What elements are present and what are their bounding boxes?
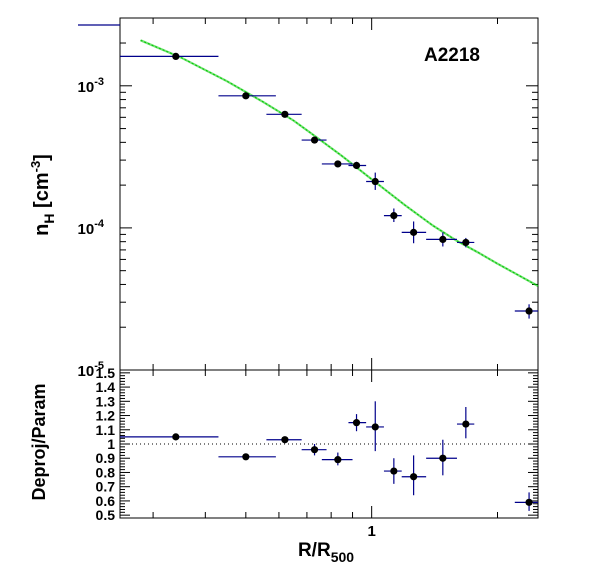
top-fit-layer [140,39,539,287]
top-data-point [426,232,457,247]
bottom-marker [525,498,533,506]
bottom-ytick-label: 0.6 [96,493,116,509]
svg-text:nH [cm-3]: nH [cm-3] [28,154,57,236]
bottom-data-point [301,444,327,456]
top-marker [410,228,418,236]
bottom-data-point [401,455,427,496]
bottom-data-point [383,458,402,484]
top-data-point [218,92,276,100]
bottom-ytick-label: 0.7 [96,479,116,495]
bottom-ytick-label: 1.5 [96,365,116,381]
bottom-ytick-label: 1.1 [96,422,116,438]
bottom-marker [439,454,447,462]
chart-title: A2218 [424,45,480,66]
bottom-marker [334,456,342,464]
top-marker [281,110,289,118]
top-ytick-label-exp: -4 [94,218,105,230]
bottom-marker [390,467,398,475]
bottom-data-point [514,492,538,511]
top-ytick-label: 10-4 [78,218,105,238]
bottom-marker [352,419,361,427]
top-marker [310,136,319,144]
top-ytick-label-base: 10 [78,363,95,380]
top-points-layer [78,24,538,319]
top-data-point [120,52,219,61]
xtick-label: 1 [367,523,375,540]
top-ytick-label-exp: -5 [94,360,104,372]
bottom-marker [242,453,250,461]
top-data-point [321,160,353,168]
ylabel-sub: H [41,214,57,224]
top-marker [371,177,379,186]
top-ytick-label: 10-5 [78,360,104,380]
ylabel-main: n [31,224,53,236]
bottom-data-point [348,414,367,432]
top-marker [242,92,250,100]
bottom-axes: 10.50.60.70.80.911.11.21.31.41.5 [96,365,538,540]
bottom-data-point [120,433,219,441]
bottom-points-layer [120,401,538,511]
xlabel: R/R500 [298,540,354,565]
top-marker [172,52,180,61]
top-ylabel: nH [cm-3] [28,154,57,236]
ylabel-unit: [cm [31,172,53,208]
bottom-ytick-label: 1.2 [96,408,116,424]
fit-line [140,39,539,287]
top-ytick-label: 10-3 [78,76,104,96]
xlabel-main: R/R [298,540,331,561]
top-data-point [401,221,427,244]
top-marker [439,235,447,243]
top-marker [352,161,361,170]
top-marker [525,307,533,315]
top-data-point [348,161,367,170]
top-ytick-label-base: 10 [78,79,95,96]
top-marker [462,238,470,247]
top-marker [390,212,398,220]
bottom-ytick-label: 0.5 [96,507,116,523]
bottom-ytick-label: 1 [107,436,115,452]
bottom-ytick-label: 1.4 [96,379,116,395]
bottom-ytick-label: 0.9 [96,450,116,466]
top-ytick-label-base: 10 [78,221,95,238]
bottom-marker [172,433,180,441]
top-panel: 10-310-410-5 A2218 nH [cm-3] [28,17,539,380]
bottom-data-point [321,452,353,466]
bottom-marker [410,473,418,481]
bottom-data-point [426,439,457,476]
top-ytick-label-exp: -3 [94,76,104,88]
bottom-data-point [266,436,302,444]
bottom-ylabel: Deproj/Param [29,383,49,500]
top-data-point [266,110,302,118]
ylabel-unit-sup: -3 [28,161,43,173]
bottom-marker [462,420,470,428]
bottom-marker [310,446,319,454]
bottom-data-point [456,407,475,439]
xlabel-sub: 500 [331,549,355,565]
top-data-point [383,208,402,223]
top-data-point [301,136,327,144]
bottom-marker [281,436,289,444]
bottom-ytick-label: 1.3 [96,393,116,409]
bottom-marker [371,423,379,431]
top-data-point [514,304,538,319]
bottom-data-point [366,401,384,452]
top-data-point [456,237,475,248]
top-marker [334,160,342,168]
bottom-ytick-label: 0.8 [96,464,116,480]
top-data-point [366,172,384,190]
bottom-panel: 10.50.60.70.80.911.11.21.31.41.5 Deproj/… [29,365,539,565]
ylabel-unit-close: ] [31,154,53,161]
bottom-data-point [218,453,276,461]
